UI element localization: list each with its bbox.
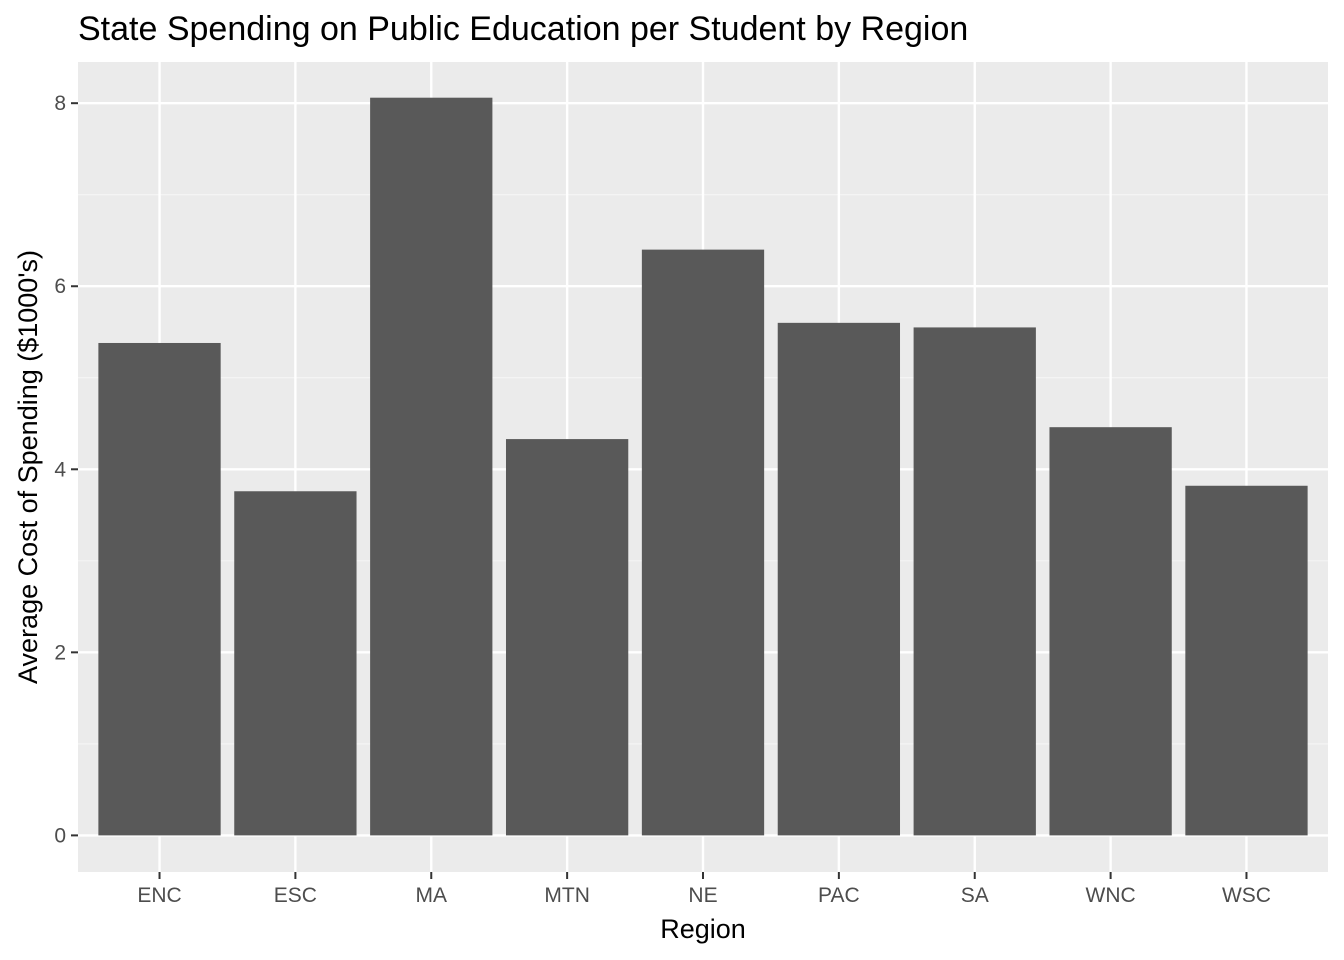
y-tick-label: 6	[54, 275, 66, 298]
x-tick-label-mtn: MTN	[544, 884, 590, 907]
x-tick-label-wnc: WNC	[1086, 884, 1136, 907]
bar-ma	[370, 97, 493, 836]
x-tick-label-enc: ENC	[137, 884, 181, 907]
bar-mtn	[505, 439, 629, 836]
x-tick-label-ma: MA	[416, 884, 448, 907]
chart-title: State Spending on Public Education per S…	[78, 10, 968, 48]
bars	[98, 97, 1308, 836]
y-tick-label: 4	[54, 458, 66, 481]
x-axis: ENC ESC MA MTN NE PAC SA WNC WSC	[137, 872, 1271, 907]
bar-ne	[641, 249, 765, 836]
bar-esc	[234, 491, 357, 836]
bar-wsc	[1185, 485, 1308, 836]
x-axis-title: Region	[660, 914, 746, 944]
x-tick-label-ne: NE	[688, 884, 717, 907]
y-tick-label: 8	[54, 92, 66, 115]
y-axis-title: Average Cost of Spending ($1000's)	[13, 250, 43, 684]
bar-wnc	[1049, 427, 1172, 836]
bar-pac	[777, 322, 901, 836]
x-tick-label-esc: ESC	[274, 884, 317, 907]
y-tick-label: 2	[54, 641, 66, 664]
bar-sa	[913, 327, 1036, 836]
x-tick-label-pac: PAC	[818, 884, 860, 907]
x-tick-label-sa: SA	[961, 884, 989, 907]
y-axis: 0 2 4 6 8	[54, 92, 78, 847]
bar-enc	[98, 342, 221, 836]
y-tick-label: 0	[54, 824, 66, 847]
x-tick-label-wsc: WSC	[1222, 884, 1271, 907]
